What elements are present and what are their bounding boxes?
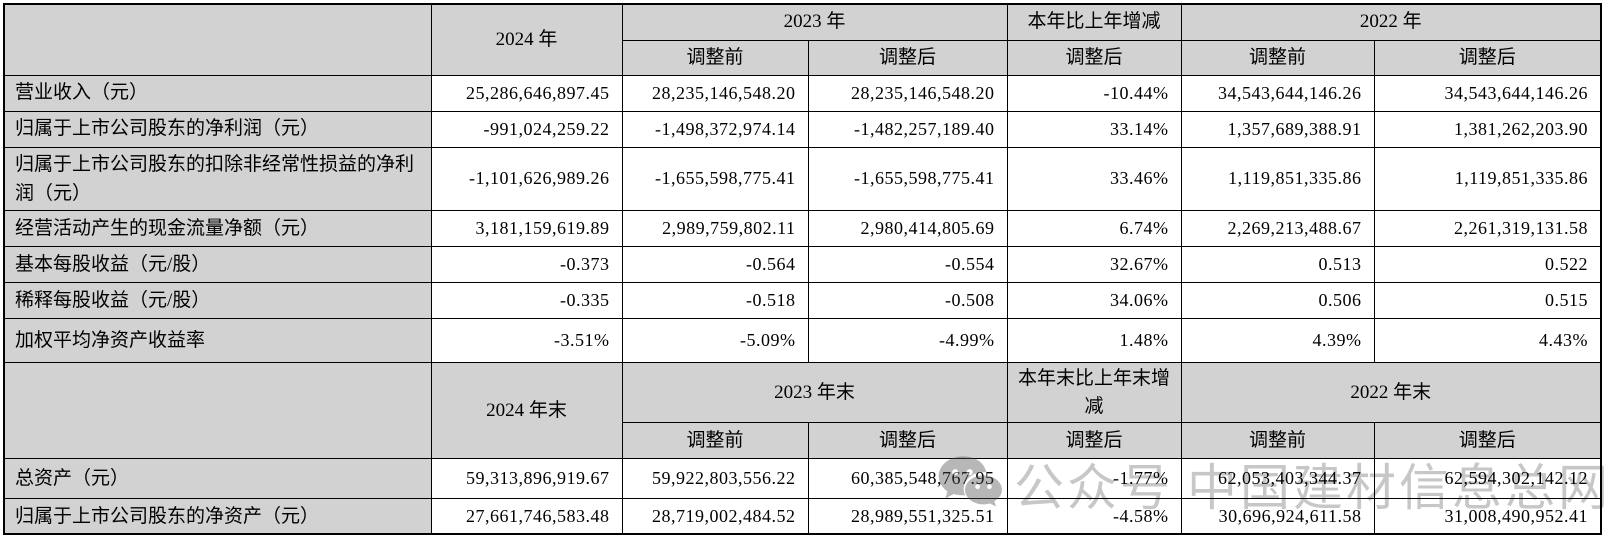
row-label: 归属于上市公司股东的净资产（元） (3, 498, 432, 535)
table-row: 营业收入（元） 25,286,646,897.45 28,235,146,548.2… (3, 74, 1602, 112)
cell-value: 4.43% (1373, 318, 1602, 364)
table-row: 归属于上市公司股东的净资产（元） 27,661,746,583.48 28,719,… (3, 498, 1602, 535)
cell-value: 0.522 (1373, 246, 1602, 284)
row-label: 营业收入（元） (3, 74, 432, 112)
cell-value: 28,989,551,325.51 (807, 498, 1008, 535)
cell-value: 59,313,896,919.67 (430, 458, 623, 500)
cell-value: -0.508 (807, 282, 1008, 320)
cell-value: 6.74% (1006, 210, 1182, 248)
cell-value: 33.14% (1006, 110, 1182, 148)
header-year-current: 2024 年末 (430, 362, 623, 460)
financial-summary-table: 2024 年 2023 年本年比上年增减 2022 年调整前 调整后 调整后 调整前 调整后… (3, 3, 1603, 535)
cell-value: 2,989,759,802.11 (621, 210, 809, 248)
row-label: 归属于上市公司股东的净利润（元） (3, 110, 432, 148)
cell-value: -0.554 (807, 246, 1008, 284)
subheader-adjust-before: 调整前 (621, 39, 809, 76)
cell-value: 0.506 (1180, 282, 1375, 320)
cell-value: 27,661,746,583.48 (430, 498, 623, 535)
table-row: 归属于上市公司股东的扣除非经常性损益的净利润（元） -1,101,626,989.… (3, 146, 1602, 212)
subheader-adjust-before: 调整前 (621, 422, 809, 460)
cell-value: -4.58% (1006, 498, 1182, 535)
header-row-2-section-2: 调整前 调整后 调整后 调整前 调整后 (4, 422, 1602, 460)
cell-value: -0.335 (430, 282, 623, 320)
row-label: 归属于上市公司股东的扣除非经常性损益的净利润（元） (3, 146, 432, 212)
subheader-adjust-before: 调整前 (1180, 422, 1375, 460)
cell-value: 1.48% (1006, 318, 1182, 364)
cell-value: 31,008,490,952.41 (1373, 498, 1602, 535)
table-row: 总资产（元） 59,313,896,919.67 59,922,803,556.22… (3, 458, 1602, 500)
row-label: 加权平均净资产收益率 (3, 318, 432, 364)
cell-value: 28,235,146,548.20 (621, 74, 809, 112)
header-year-current: 2024 年 (430, 3, 623, 76)
cell-value: 28,235,146,548.20 (807, 74, 1008, 112)
cell-value: -1,655,598,775.41 (807, 146, 1008, 212)
cell-value: -5.09% (621, 318, 809, 364)
subheader-adjust-after: 调整后 (1373, 422, 1602, 460)
cell-value: 1,381,262,203.90 (1373, 110, 1602, 148)
table-row: 基本每股收益（元/股） -0.373 -0.564 -0.554 32.67% 0.513… (3, 246, 1602, 284)
table-row: 经营活动产生的现金流量净额（元） 3,181,159,619.89 2,989,75… (3, 210, 1602, 248)
subheader-change-adjust-after: 调整后 (1006, 422, 1182, 460)
header-year-prev2-group: 2022 年 (1180, 3, 1602, 41)
table-row: 稀释每股收益（元/股） -0.335 -0.518 -0.508 34.06% 0.506… (3, 282, 1602, 320)
cell-value: 62,053,403,344.37 (1180, 458, 1375, 500)
row-label: 总资产（元） (3, 458, 432, 500)
cell-value: 33.46% (1006, 146, 1182, 212)
cell-value: 1,119,851,335.86 (1180, 146, 1375, 212)
subheader-adjust-after: 调整后 (807, 422, 1008, 460)
row-label: 经营活动产生的现金流量净额（元） (3, 210, 432, 248)
subheader-adjust-before: 调整前 (1180, 39, 1375, 76)
cell-value: 25,286,646,897.45 (430, 74, 623, 112)
cell-value: -1.77% (1006, 458, 1182, 500)
cell-value: -10.44% (1006, 74, 1182, 112)
header-year-prev2-group: 2022 年末 (1180, 362, 1602, 424)
cell-value: 34.06% (1006, 282, 1182, 320)
table-row: 归属于上市公司股东的净利润（元） -991,024,259.22 -1,498,37… (3, 110, 1602, 148)
header-row-1-section-1: 2024 年 2023 年本年比上年增减 2022 年 (3, 3, 1602, 76)
cell-value: -1,498,372,974.14 (621, 110, 809, 148)
row-label: 稀释每股收益（元/股） (3, 282, 432, 320)
cell-value: 2,261,319,131.58 (1373, 210, 1602, 248)
cell-value: 32.67% (1006, 246, 1182, 284)
header-row-2-section-1: 调整前 调整后 调整后 调整前 调整后 (4, 39, 1602, 76)
subheader-adjust-after: 调整后 (807, 39, 1008, 76)
cell-value: 0.513 (1180, 246, 1375, 284)
cell-value: -1,101,626,989.26 (430, 146, 623, 212)
cell-value: 0.515 (1373, 282, 1602, 320)
header-year-prev-group: 2023 年末 (621, 362, 1008, 424)
cell-value: 62,594,302,142.12 (1373, 458, 1602, 500)
financial-summary-table-wrap: 2024 年 2023 年本年比上年增减 2022 年调整前 调整后 调整后 调整前 调整后… (3, 3, 1603, 535)
cell-value: 1,119,851,335.86 (1373, 146, 1602, 212)
cell-value: 3,181,159,619.89 (430, 210, 623, 248)
cell-value: -0.564 (621, 246, 809, 284)
cell-value: -1,482,257,189.40 (807, 110, 1008, 148)
cell-value: 59,922,803,556.22 (621, 458, 809, 500)
cell-value: 34,543,644,146.26 (1373, 74, 1602, 112)
table-corner-cell (3, 362, 432, 460)
cell-value: 4.39% (1180, 318, 1375, 364)
cell-value: 2,980,414,805.69 (807, 210, 1008, 248)
header-change-group: 本年末比上年末增减 (1006, 362, 1182, 424)
cell-value: -0.518 (621, 282, 809, 320)
cell-value: 30,696,924,611.58 (1180, 498, 1375, 535)
cell-value: 34,543,644,146.26 (1180, 74, 1375, 112)
cell-value: -4.99% (807, 318, 1008, 364)
table-corner-cell (3, 3, 432, 76)
row-label: 基本每股收益（元/股） (3, 246, 432, 284)
table-body: 2024 年 2023 年本年比上年增减 2022 年调整前 调整后 调整后 调整前 调整后… (3, 3, 1602, 535)
header-year-prev-group: 2023 年 (621, 3, 1008, 41)
cell-value: -0.373 (430, 246, 623, 284)
cell-value: -1,655,598,775.41 (621, 146, 809, 212)
cell-value: 28,719,002,484.52 (621, 498, 809, 535)
subheader-adjust-after: 调整后 (1373, 39, 1602, 76)
header-change-group: 本年比上年增减 (1006, 3, 1182, 41)
subheader-change-adjust-after: 调整后 (1006, 39, 1182, 76)
header-row-1-section-2: 2024 年末 2023 年末 本年末比上年末增减 2022 年末 (3, 362, 1602, 460)
cell-value: 1,357,689,388.91 (1180, 110, 1375, 148)
table-row: 加权平均净资产收益率 -3.51% -5.09% -4.99% 1.48% 4.39% 4.… (3, 318, 1602, 364)
cell-value: -3.51% (430, 318, 623, 364)
cell-value: 60,385,548,767.95 (807, 458, 1008, 500)
cell-value: -991,024,259.22 (430, 110, 623, 148)
cell-value: 2,269,213,488.67 (1180, 210, 1375, 248)
